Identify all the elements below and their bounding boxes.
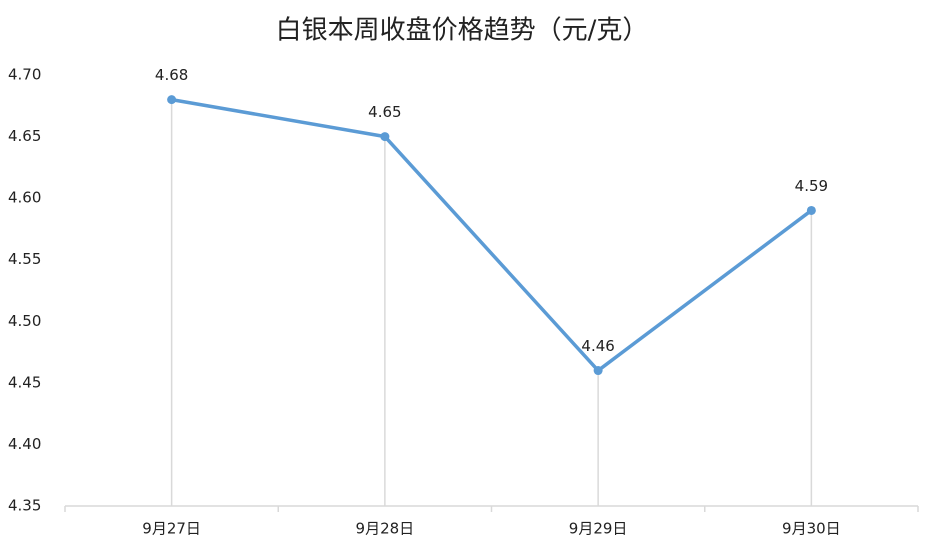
y-tick-label: 4.65 xyxy=(8,127,41,145)
y-tick-label: 4.60 xyxy=(8,189,41,207)
data-point xyxy=(380,132,390,142)
data-point xyxy=(806,205,816,215)
data-point xyxy=(167,95,177,105)
data-line xyxy=(171,97,813,373)
x-tick-label: 9月28日 xyxy=(356,520,415,538)
data-label: 4.46 xyxy=(581,337,614,355)
x-tick-label: 9月27日 xyxy=(142,520,201,538)
chart-title: 白银本周收盘价格趋势（元/克） xyxy=(276,16,649,46)
data-label: 4.68 xyxy=(155,66,188,84)
data-point xyxy=(593,366,603,376)
y-tick-label: 4.70 xyxy=(8,66,41,84)
y-tick-label: 4.50 xyxy=(8,312,41,330)
y-tick-label: 4.35 xyxy=(8,497,41,515)
x-tick-label: 9月29日 xyxy=(569,520,628,538)
y-tick-label: 4.45 xyxy=(8,373,41,391)
data-label: 4.59 xyxy=(795,177,828,195)
y-tick-label: 4.40 xyxy=(8,435,41,453)
x-tick-label: 9月30日 xyxy=(782,520,841,538)
data-label: 4.65 xyxy=(368,103,401,121)
y-tick-label: 4.55 xyxy=(8,250,41,268)
